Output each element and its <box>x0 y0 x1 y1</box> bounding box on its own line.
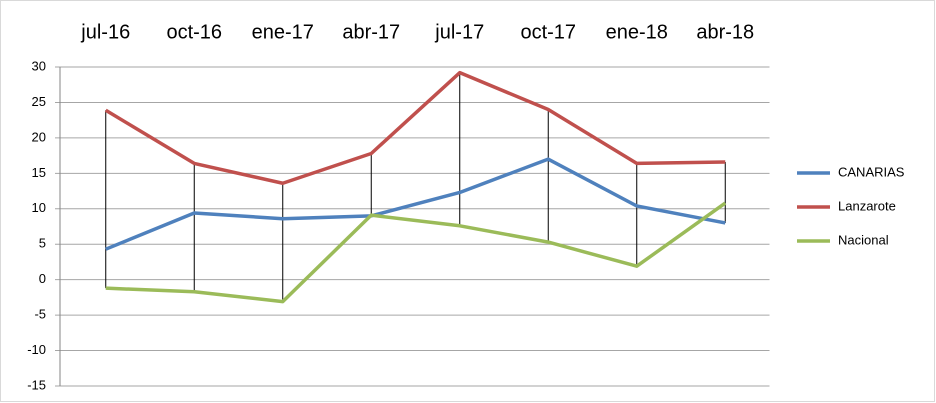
y-tick-label: 15 <box>32 165 46 180</box>
x-tick-label: ene-17 <box>252 21 314 43</box>
x-tick-label: jul-16 <box>80 21 130 43</box>
y-tick-label: 0 <box>39 271 46 286</box>
y-tick-label: 30 <box>32 58 46 73</box>
y-tick-label: -15 <box>27 377 46 392</box>
y-tick-label: 10 <box>32 200 46 215</box>
y-tick-label: 5 <box>39 236 46 251</box>
legend-label: Nacional <box>838 232 889 247</box>
x-tick-label: oct-17 <box>520 21 576 43</box>
y-tick-label: 20 <box>32 129 46 144</box>
x-tick-label: abr-18 <box>696 21 754 43</box>
x-tick-label: ene-18 <box>606 21 668 43</box>
x-tick-label: abr-17 <box>342 21 400 43</box>
series-line <box>104 70 726 186</box>
series-line <box>105 157 726 251</box>
y-tick-label: -5 <box>34 307 46 322</box>
x-tick-label: oct-16 <box>166 21 222 43</box>
legend-label: CANARIAS <box>838 164 905 179</box>
series-line <box>105 201 727 304</box>
legend-label: Lanzarote <box>838 198 896 213</box>
x-tick-label: jul-17 <box>434 21 484 43</box>
y-tick-label: 25 <box>32 94 46 109</box>
y-tick-label: -10 <box>27 342 46 357</box>
